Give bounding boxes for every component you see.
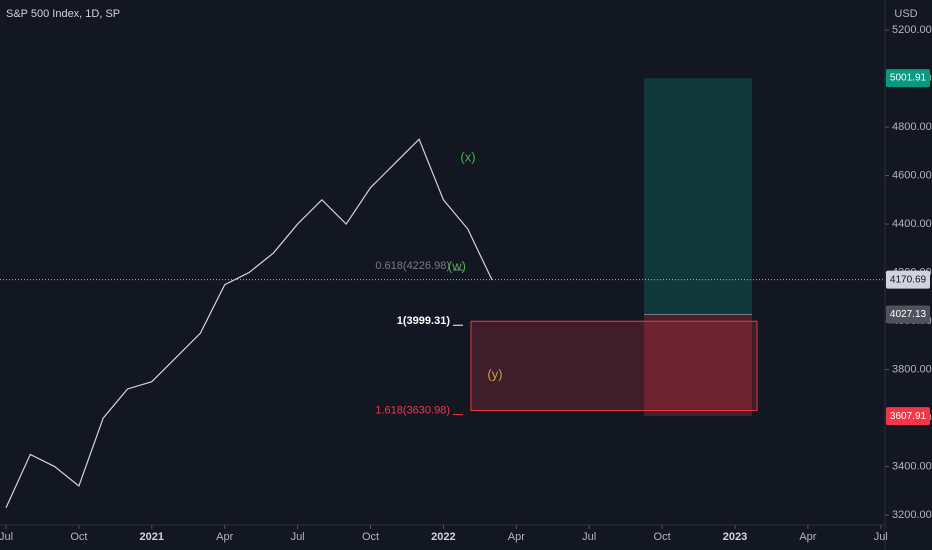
- x-tick-label: Oct: [654, 531, 671, 543]
- x-tick-label: Apr: [508, 531, 525, 543]
- currency: USD: [894, 8, 917, 20]
- price-tag: [886, 270, 930, 289]
- loss-zone: [644, 314, 752, 417]
- x-tick-label: Oct: [362, 531, 379, 543]
- y-tick-label: 5200.00: [892, 24, 932, 36]
- fib-label: 1.618(3630.98): [375, 404, 450, 416]
- price-tag: [886, 69, 930, 88]
- y-tick-label: 3800.00: [892, 363, 932, 375]
- y-tick-label: 3200.00: [892, 509, 932, 521]
- x-tick-label: 2023: [723, 531, 747, 543]
- price-tag-label: 4027.13: [890, 309, 927, 320]
- wave-label: (x): [460, 149, 475, 164]
- x-tick-label: Oct: [70, 531, 87, 543]
- x-tick-label: Jul: [291, 531, 305, 543]
- price-tag-label: 3607.91: [890, 411, 927, 422]
- y-tick-label: 3400.00: [892, 460, 932, 472]
- fib-zone: [470, 320, 758, 412]
- fib-label: 1(3999.31): [397, 315, 451, 327]
- profit-zone: [644, 78, 752, 315]
- price-tag: [886, 407, 930, 426]
- x-tick-label: Apr: [799, 531, 816, 543]
- price-tag: [886, 305, 930, 324]
- x-tick-label: Jul: [0, 531, 13, 543]
- price-tag-label: 4170.69: [890, 274, 927, 285]
- wave-label: (y): [487, 366, 502, 381]
- price-line: [5, 138, 493, 509]
- fib-label: 0.618(4226.98): [375, 260, 450, 272]
- x-tick-label: 2022: [431, 531, 455, 543]
- y-tick-label: 4600.00: [892, 169, 932, 181]
- y-tick-label: 4400.00: [892, 218, 932, 230]
- x-tick-label: Jul: [874, 531, 888, 543]
- price-tag-label: 5001.91: [890, 73, 927, 84]
- x-tick-label: Jul: [582, 531, 596, 543]
- x-tick-label: 2021: [140, 531, 164, 543]
- y-tick-label: 4800.00: [892, 121, 932, 133]
- wave-label: (w): [448, 258, 466, 273]
- chart-title: S&P 500 Index, 1D, SP: [6, 8, 120, 20]
- x-tick-label: Apr: [216, 531, 233, 543]
